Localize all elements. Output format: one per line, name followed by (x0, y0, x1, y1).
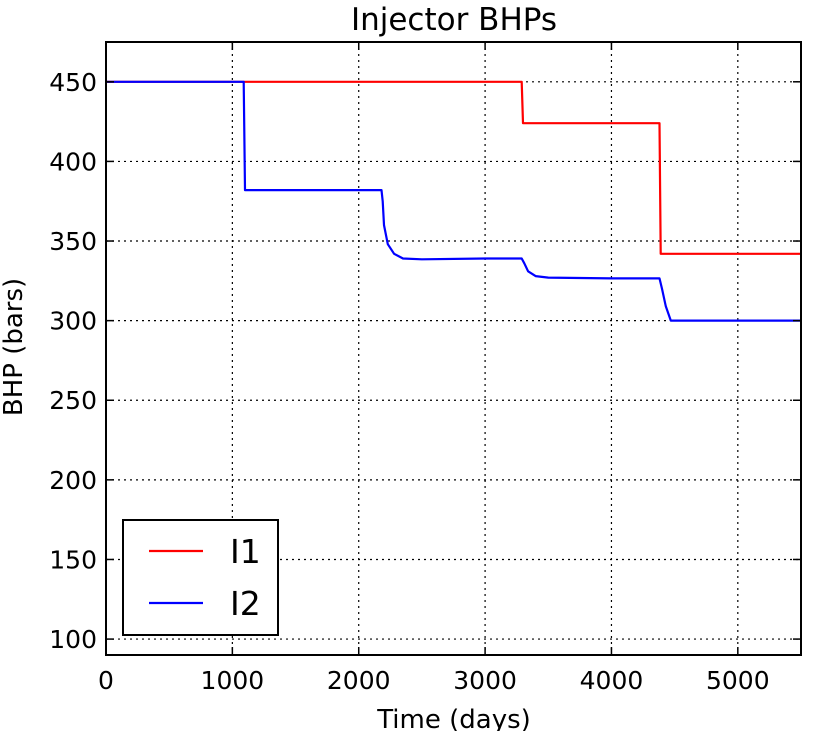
legend-box (122, 519, 279, 636)
y-tick-label: 150 (49, 545, 97, 574)
y-tick-label: 200 (49, 466, 97, 495)
legend-label-i2: I2 (230, 584, 261, 623)
y-tick-label: 250 (49, 386, 97, 415)
y-tick-label: 450 (49, 68, 97, 97)
x-tick-label: 1000 (201, 666, 265, 695)
data-series (106, 80, 801, 322)
x-tick-label: 0 (98, 666, 114, 695)
series-line-i1 (106, 80, 801, 255)
x-tick-label: 4000 (580, 666, 644, 695)
y-tick-label: 300 (49, 307, 97, 336)
series-line-i2 (106, 80, 801, 322)
x-tick-label: 2000 (327, 666, 391, 695)
chart-title: Injector BHPs (351, 2, 557, 38)
axis-ticks: 0 1000 2000 3000 4000 5000 100 150 200 250 300 350 4… (49, 42, 801, 695)
legend-label-i1: I1 (230, 532, 261, 571)
x-axis-label: Time (days) (376, 705, 531, 731)
x-tick-label: 3000 (453, 666, 517, 695)
y-tick-label: 100 (49, 625, 97, 654)
plot-frame (105, 41, 802, 656)
y-tick-label: 350 (49, 227, 97, 256)
x-tick-label: 5000 (706, 666, 770, 695)
y-axis-label: BHP (bars) (0, 278, 29, 416)
y-tick-label: 400 (49, 147, 97, 176)
